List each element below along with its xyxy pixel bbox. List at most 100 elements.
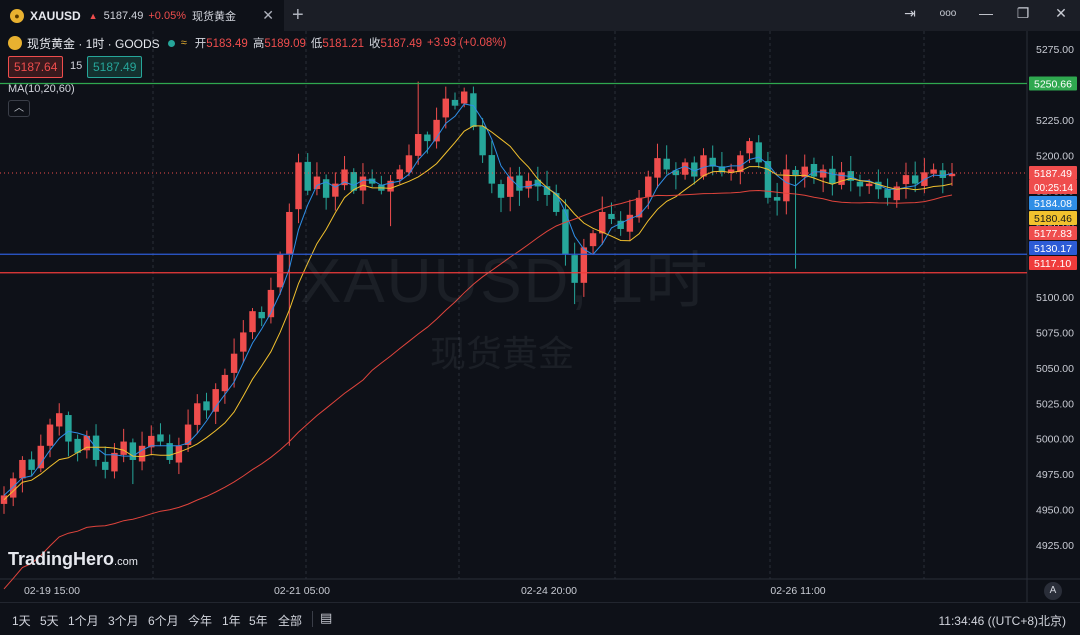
candle-body: [543, 186, 551, 195]
watermark-symbol: XAUUSD, 1时: [300, 247, 710, 316]
range-3m[interactable]: 3个月: [108, 614, 139, 628]
tab-price: 5187.49: [103, 9, 144, 22]
candle-body: [74, 438, 81, 453]
change-value: +3.93 (+0.08%): [427, 37, 507, 49]
clock[interactable]: 11:34:46 ((UTC+8)北京): [938, 614, 1066, 628]
candle-body: [102, 461, 109, 470]
chart-legend: 现货黄金 · 1时 · GOODS ≈ 开5183.49 高5189.09 低5…: [8, 35, 511, 51]
close-icon[interactable]: ✕: [262, 7, 274, 23]
range-1m[interactable]: 1个月: [68, 614, 99, 628]
candle-body: [773, 197, 781, 201]
restore-icon[interactable]: ❐: [1016, 5, 1030, 21]
price-tick-label: 5075.00: [1036, 327, 1074, 339]
price-tag: 5180.46: [1034, 213, 1072, 225]
candle-body: [56, 413, 63, 427]
candle-body: [516, 175, 523, 191]
candle-body: [442, 98, 450, 118]
candle-body: [249, 311, 256, 333]
candle-body: [829, 168, 836, 184]
candle-body: [930, 169, 937, 174]
range-5d[interactable]: 5天: [40, 614, 59, 628]
gold-coin-icon: [8, 36, 22, 50]
minimize-icon[interactable]: —: [979, 5, 993, 21]
ma-indicator-label[interactable]: MA(10,20,60): [8, 83, 75, 95]
calendar-icon[interactable]: ▤: [320, 610, 333, 625]
legend-title[interactable]: 现货黄金 · 1时 · GOODS: [27, 36, 160, 51]
candle-body: [332, 183, 339, 197]
auto-scale-button[interactable]: A: [1044, 582, 1062, 600]
candle-body: [387, 180, 394, 192]
price-tag-bg: [1029, 211, 1077, 225]
low-label: 低: [310, 38, 323, 50]
candle-body: [562, 209, 569, 255]
candle-body: [681, 162, 689, 175]
price-tick-label: 4950.00: [1036, 505, 1074, 517]
share-icon[interactable]: ⇥: [904, 5, 916, 21]
tab-change: +0.05%: [148, 9, 186, 22]
candle-body: [626, 214, 634, 232]
candle-body: [525, 180, 532, 189]
collapse-legend-button[interactable]: ︿: [8, 100, 30, 117]
candle-body: [9, 478, 17, 498]
candle-body: [755, 142, 762, 163]
candle-body: [764, 161, 772, 198]
more-icon[interactable]: ooo: [939, 8, 957, 19]
toolbar-divider: [312, 611, 313, 627]
brand-logo: TradingHero.com: [8, 549, 138, 570]
watermark-name: 现货黄金: [430, 333, 575, 374]
candle-body: [451, 99, 459, 106]
price-tick-label: 5275.00: [1036, 44, 1074, 56]
range-6m[interactable]: 6个月: [148, 614, 179, 628]
candle-body: [617, 220, 624, 229]
range-1d[interactable]: 1天: [12, 614, 31, 628]
range-1y[interactable]: 1年: [222, 614, 241, 628]
symbol-tab[interactable]: ● XAUUSD ▲ 5187.49 +0.05% 现货黄金 ✕: [0, 0, 284, 31]
candle-body: [709, 157, 716, 167]
candle-body: [46, 424, 54, 446]
candle-body: [470, 93, 477, 127]
price-chart[interactable]: 5275.005250.005225.005200.005175.005150.…: [0, 31, 1080, 602]
price-tag-bg: [1029, 256, 1077, 270]
candle-body: [396, 169, 403, 180]
time-tick-label: 02-19 15:00: [24, 585, 80, 597]
candle-body: [635, 197, 643, 218]
add-tab-icon[interactable]: +: [292, 4, 304, 26]
range-5y[interactable]: 5年: [249, 614, 268, 628]
candle-body: [368, 178, 376, 184]
buy-price-box[interactable]: 5187.49: [87, 56, 143, 78]
candle-body: [801, 166, 808, 178]
candle-body: [37, 445, 45, 469]
ma10-line: [3, 103, 953, 496]
candle-body: [847, 171, 854, 181]
sell-price-box[interactable]: 5187.64: [8, 56, 64, 78]
candle-body: [286, 211, 293, 254]
tab-symbol: XAUUSD: [30, 8, 81, 23]
candle-body: [838, 172, 845, 185]
range-all[interactable]: 全部: [278, 614, 303, 628]
candle-body: [737, 155, 744, 173]
candle-body: [506, 176, 514, 197]
title-bar: ● XAUUSD ▲ 5187.49 +0.05% 现货黄金 ✕ + ⇥ ooo…: [0, 0, 1080, 31]
candle-body: [295, 162, 302, 210]
price-tick-label: 5050.00: [1036, 363, 1074, 375]
candle-body: [240, 332, 247, 352]
candle-body: [166, 443, 173, 460]
range-ytd[interactable]: 今年: [188, 614, 213, 628]
bottom-toolbar: 1天 5天 1个月 3个月 6个月 今年 1年 5年 全部 ▤ 11:34:46…: [0, 602, 1080, 635]
price-tag-bg: [1029, 241, 1077, 255]
price-tag: 5117.10: [1034, 258, 1071, 270]
candle-body: [350, 172, 357, 191]
price-tick-label: 5225.00: [1036, 115, 1074, 127]
candle-body: [948, 173, 956, 177]
candle-body: [194, 403, 201, 425]
candle-body: [221, 374, 229, 392]
candle-body: [589, 233, 597, 247]
market-open-dot-icon: [167, 39, 175, 47]
window-close-icon[interactable]: ✕: [1055, 5, 1067, 21]
candle-body: [65, 415, 72, 442]
candle-body: [405, 155, 413, 173]
candle-body: [672, 170, 680, 176]
countdown-tag-bg: [1029, 180, 1077, 194]
candle-body: [939, 170, 947, 178]
candle-body: [663, 158, 670, 170]
